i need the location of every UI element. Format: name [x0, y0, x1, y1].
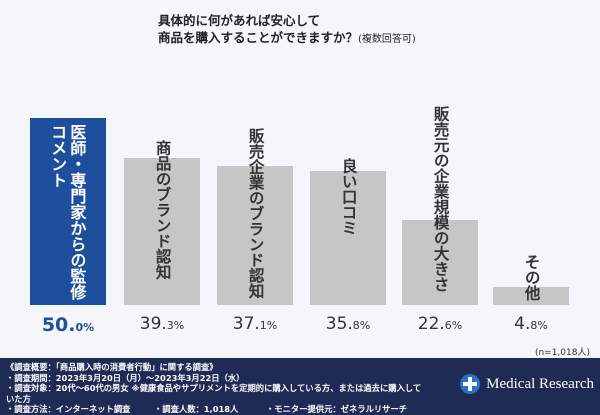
footer-count: ・調査人数：1,018人 [154, 404, 239, 414]
medical-cross-icon [460, 374, 481, 394]
footer-period: ・調査期間：2023年3月20日（月）～2023年3月22日（水） [6, 372, 245, 383]
value-label: 50.0% [41, 314, 95, 336]
bar [310, 171, 386, 305]
value-label: 39.3% [139, 314, 185, 334]
bar [30, 118, 106, 305]
brand-logo: Medical Research [460, 374, 594, 394]
title-line-2: 商品を購入することができますか？(複数回答可) [158, 29, 416, 48]
category-label: 良い口コミ [339, 158, 358, 236]
footer-method: ・調査方法：インターネット調査 [6, 404, 131, 414]
category-label: 医師・専門家からの監修コメント [48, 124, 87, 300]
value-label: 22.6% [417, 314, 463, 334]
title-text: 商品を購入することができますか？ [158, 30, 359, 45]
bar [493, 287, 569, 305]
bar [402, 220, 478, 305]
footer-provider: ・モニター提供元：ゼネラルリサーチ [266, 404, 408, 414]
brand-name: Medical Research [486, 375, 594, 392]
footer-heading: 《調査概要：「商品購入時の消費者行動」に関する調査》 [6, 362, 218, 372]
value-label: 4.8% [514, 314, 548, 334]
bar [217, 166, 293, 305]
survey-footer: 《調査概要：「商品購入時の消費者行動」に関する調査》 ・調査期間：2023年3月… [0, 358, 600, 415]
footer-row: ・調査方法：インターネット調査 ・調査人数：1,018人 ・モニター提供元：ゼネラル… [6, 404, 426, 415]
value-label: 37.1% [232, 314, 278, 334]
bar-chart: 医師・専門家からの監修コメント 50.0% 商品のブランド認知 39.3% 販売企業のブ… [30, 106, 569, 336]
bar [124, 158, 200, 305]
category-label: その他 [522, 254, 541, 301]
category-label: 販売元の企業規模の大きさ [431, 106, 450, 292]
chart-subtitle: (複数回答可) [358, 34, 416, 45]
sample-size-note: (n=1,018人) [534, 348, 590, 358]
chart-title: 具体的に何があれば安心して 商品を購入することができますか？(複数回答可) [158, 12, 416, 48]
category-label: 商品のブランド認知 [153, 140, 172, 280]
footer-target: ・調査対象：20代～60代の男女 ※健康食品やサプリメントを定期的に購入している… [6, 383, 422, 404]
category-label: 販売企業のブランド認知 [246, 128, 265, 299]
title-line-1: 具体的に何があれば安心して [158, 13, 321, 28]
value-label: 35.8% [325, 314, 371, 334]
